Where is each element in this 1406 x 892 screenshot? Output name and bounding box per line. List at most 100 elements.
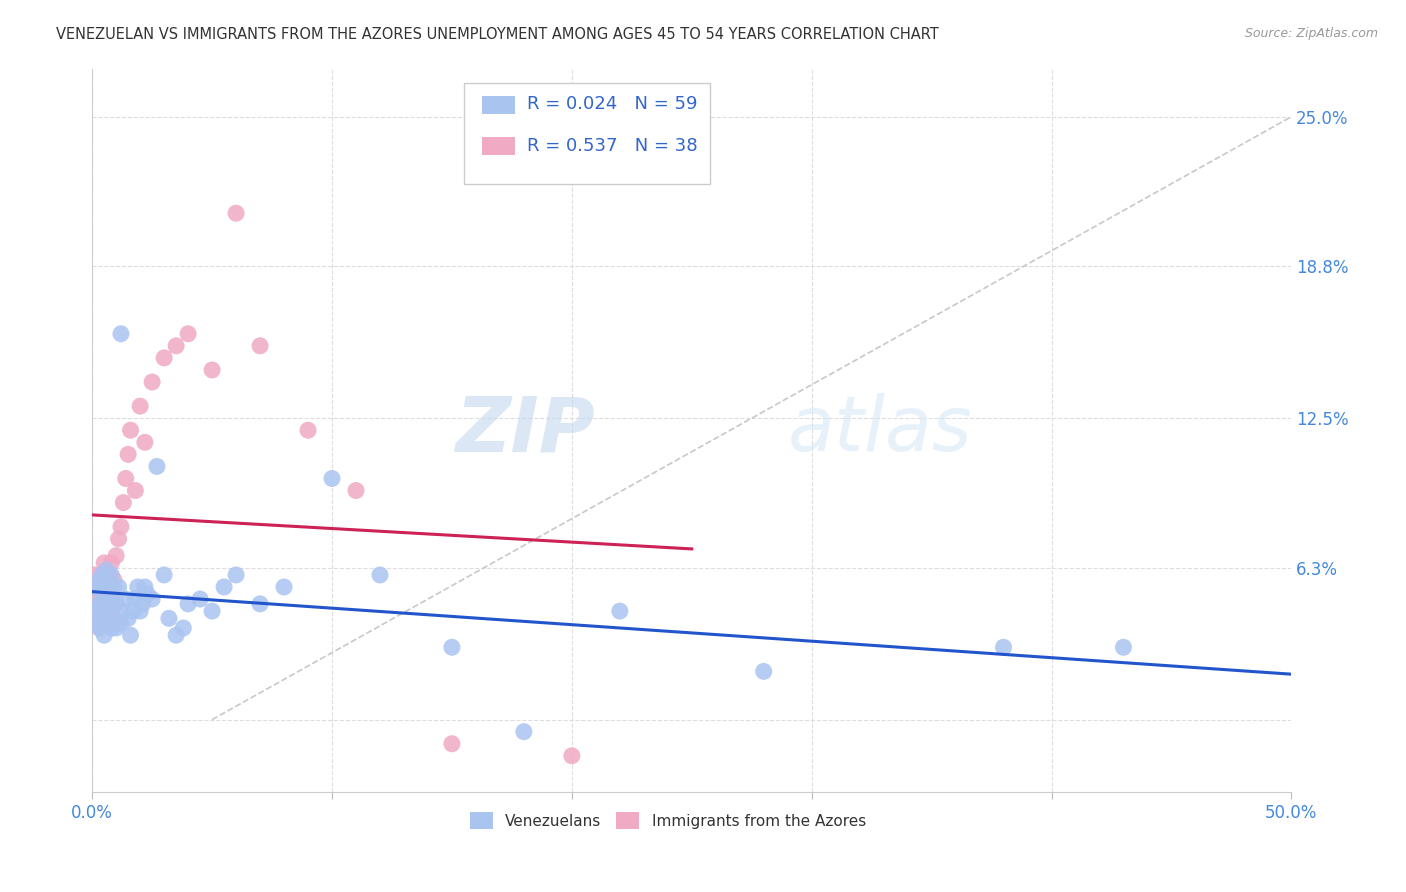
Text: R = 0.024   N = 59: R = 0.024 N = 59 bbox=[527, 95, 697, 113]
Point bbox=[177, 597, 200, 611]
Text: VENEZUELAN VS IMMIGRANTS FROM THE AZORES UNEMPLOYMENT AMONG AGES 45 TO 54 YEARS : VENEZUELAN VS IMMIGRANTS FROM THE AZORES… bbox=[56, 27, 939, 42]
Point bbox=[297, 423, 319, 437]
Point bbox=[105, 597, 128, 611]
Point bbox=[90, 587, 112, 601]
Point bbox=[103, 580, 125, 594]
Point bbox=[105, 621, 128, 635]
Point bbox=[146, 459, 169, 474]
Point bbox=[110, 519, 132, 533]
Point bbox=[105, 549, 128, 563]
Point bbox=[273, 580, 295, 594]
Point bbox=[83, 604, 105, 618]
Point bbox=[157, 611, 180, 625]
Point bbox=[114, 471, 136, 485]
Point bbox=[136, 587, 159, 601]
Point bbox=[96, 580, 118, 594]
Point bbox=[129, 604, 152, 618]
Point bbox=[153, 351, 176, 365]
Point bbox=[188, 592, 211, 607]
Point bbox=[100, 556, 122, 570]
Point bbox=[96, 616, 118, 631]
Point bbox=[93, 580, 115, 594]
Point bbox=[114, 592, 136, 607]
Point bbox=[89, 621, 111, 635]
Point bbox=[561, 748, 583, 763]
Point bbox=[165, 628, 187, 642]
Point bbox=[90, 568, 112, 582]
Point bbox=[165, 339, 187, 353]
Point bbox=[1112, 640, 1135, 655]
Point bbox=[513, 724, 536, 739]
Point bbox=[90, 611, 112, 625]
Point bbox=[90, 611, 112, 625]
Point bbox=[153, 568, 176, 582]
Point bbox=[344, 483, 367, 498]
Point bbox=[96, 592, 118, 607]
Point bbox=[93, 604, 115, 618]
FancyBboxPatch shape bbox=[482, 137, 516, 155]
Point bbox=[93, 628, 115, 642]
Legend: Venezuelans, Immigrants from the Azores: Venezuelans, Immigrants from the Azores bbox=[464, 806, 872, 835]
Point bbox=[103, 611, 125, 625]
Point bbox=[110, 616, 132, 631]
Point bbox=[321, 471, 343, 485]
Point bbox=[89, 621, 111, 635]
Point bbox=[177, 326, 200, 341]
Point bbox=[124, 592, 146, 607]
Point bbox=[225, 206, 247, 220]
Point bbox=[440, 640, 463, 655]
Point bbox=[993, 640, 1015, 655]
Point bbox=[83, 568, 105, 582]
Point bbox=[249, 597, 271, 611]
Point bbox=[100, 621, 122, 635]
Point bbox=[368, 568, 391, 582]
Point bbox=[86, 580, 108, 594]
Point bbox=[225, 568, 247, 582]
Point bbox=[90, 568, 112, 582]
Point bbox=[98, 597, 121, 611]
Point bbox=[83, 616, 105, 631]
Point bbox=[129, 399, 152, 413]
Point bbox=[124, 483, 146, 498]
Point bbox=[117, 611, 139, 625]
Point bbox=[120, 628, 142, 642]
Point bbox=[752, 665, 775, 679]
Point bbox=[93, 597, 115, 611]
FancyBboxPatch shape bbox=[482, 96, 516, 114]
Point bbox=[134, 580, 156, 594]
Point bbox=[609, 604, 631, 618]
Point bbox=[117, 447, 139, 461]
Point bbox=[141, 375, 163, 389]
Point bbox=[98, 568, 121, 582]
Point bbox=[141, 592, 163, 607]
Point bbox=[212, 580, 235, 594]
Point bbox=[89, 592, 111, 607]
Point bbox=[131, 597, 153, 611]
Point bbox=[103, 573, 125, 587]
Point bbox=[127, 580, 149, 594]
Point bbox=[86, 604, 108, 618]
Point bbox=[172, 621, 194, 635]
Point bbox=[107, 532, 129, 546]
Point bbox=[201, 604, 224, 618]
Text: ZIP: ZIP bbox=[456, 393, 596, 467]
Text: R = 0.537   N = 38: R = 0.537 N = 38 bbox=[527, 137, 699, 155]
Text: atlas: atlas bbox=[787, 393, 972, 467]
Point bbox=[98, 604, 121, 618]
Point bbox=[89, 573, 111, 587]
Point bbox=[110, 326, 132, 341]
Point bbox=[93, 556, 115, 570]
Point bbox=[249, 339, 271, 353]
Point bbox=[98, 577, 121, 591]
Point bbox=[122, 604, 145, 618]
Point bbox=[440, 737, 463, 751]
FancyBboxPatch shape bbox=[464, 83, 710, 185]
Point bbox=[134, 435, 156, 450]
Point bbox=[100, 592, 122, 607]
Point bbox=[112, 495, 135, 509]
Point bbox=[201, 363, 224, 377]
Point bbox=[96, 563, 118, 577]
Point bbox=[107, 580, 129, 594]
Point bbox=[112, 604, 135, 618]
Point bbox=[86, 580, 108, 594]
